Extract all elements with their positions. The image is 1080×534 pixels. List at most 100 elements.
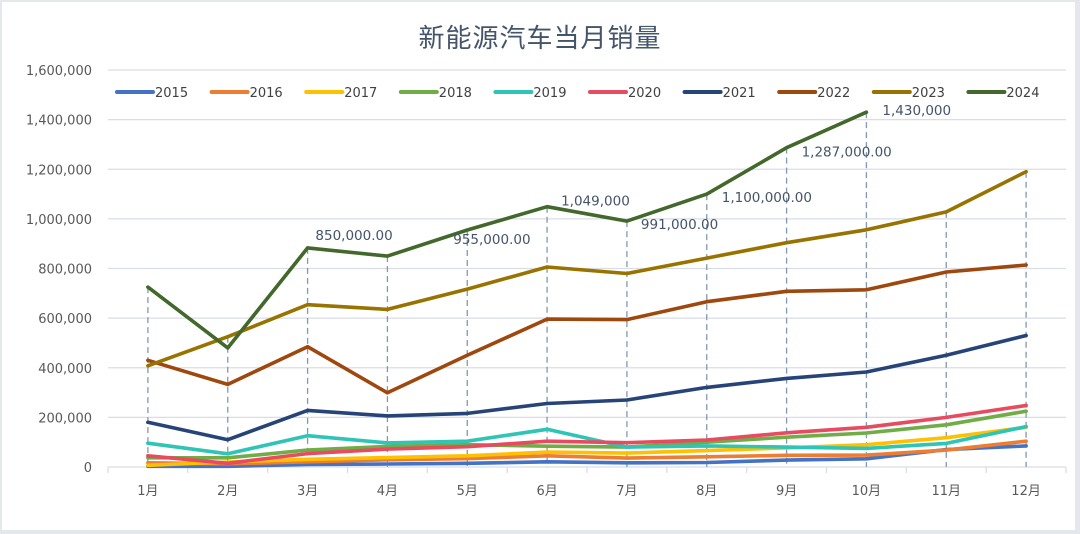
data-point-2020 xyxy=(385,447,390,451)
data-point-2019 xyxy=(146,441,150,445)
data-point-2018 xyxy=(864,431,869,435)
x-tick-label: 1月 xyxy=(137,484,158,499)
data-point-2021 xyxy=(146,420,150,424)
series-line-2020 xyxy=(146,403,1028,466)
y-tick-label: 1,000,000 xyxy=(26,213,92,228)
data-point-2017 xyxy=(864,443,869,447)
data-point-2017 xyxy=(465,454,469,458)
data-point-2019 xyxy=(705,444,709,448)
legend-item-2021: 2021 xyxy=(682,86,756,101)
data-point-2015 xyxy=(385,462,390,466)
data-point-2022 xyxy=(146,358,150,362)
data-point-2022 xyxy=(385,391,390,395)
y-tick-label: 1,600,000 xyxy=(26,64,92,79)
x-tick-label: 3月 xyxy=(297,484,318,499)
data-point-2015 xyxy=(625,461,629,465)
legend-label: 2018 xyxy=(439,86,472,101)
x-tick-label: 12月 xyxy=(1011,484,1041,499)
legend-item-2023: 2023 xyxy=(871,86,945,101)
data-point-2023 xyxy=(784,241,789,245)
x-tick-label: 7月 xyxy=(616,484,637,499)
data-point-2021 xyxy=(625,398,629,402)
y-tick-label: 1,200,000 xyxy=(26,163,92,178)
data-point-2019 xyxy=(864,446,869,450)
legend: 2015 2016 2017 2018 2019 2020 2021 2022 2023 2024 xyxy=(115,86,1039,101)
data-point-2015 xyxy=(784,458,789,462)
data-point-2024 xyxy=(146,285,150,289)
data-point-2022 xyxy=(944,270,948,274)
y-tick-label: 1,400,000 xyxy=(26,114,92,129)
data-point-2024 xyxy=(625,219,629,223)
data-point-2016 xyxy=(625,456,629,460)
y-tick-label: 200,000 xyxy=(38,411,92,426)
data-point-2015 xyxy=(705,460,709,465)
data-point-2018 xyxy=(784,435,789,439)
data-point-2016 xyxy=(784,453,789,457)
data-point-2023 xyxy=(226,335,230,339)
data-point-2016 xyxy=(1024,439,1028,443)
data-point-2021 xyxy=(1024,333,1028,338)
y-tick-label: 600,000 xyxy=(38,312,92,327)
series-line-2024 xyxy=(146,110,869,350)
data-point-2020 xyxy=(944,415,948,419)
data-point-2017 xyxy=(305,457,310,461)
data-point-2019 xyxy=(305,434,310,438)
data-point-2024 xyxy=(226,346,230,350)
data-point-2018 xyxy=(226,456,230,460)
legend-label: 2016 xyxy=(250,86,283,101)
data-point-2018 xyxy=(1024,409,1028,413)
data-point-2017 xyxy=(944,436,948,440)
data-point-2017 xyxy=(146,463,150,467)
data-point-2021 xyxy=(864,370,869,374)
data-label: 1,430,000 xyxy=(882,103,951,119)
data-point-2024 xyxy=(305,246,310,250)
data-point-2021 xyxy=(784,376,789,381)
data-point-2023 xyxy=(465,287,469,291)
data-label: 1,287,000.00 xyxy=(802,145,892,161)
series-line-2019 xyxy=(146,424,1028,456)
data-point-2019 xyxy=(465,439,469,443)
x-tick-label: 5月 xyxy=(457,484,478,499)
data-point-2024 xyxy=(385,254,390,258)
data-point-2024 xyxy=(864,110,869,114)
data-label: 991,000.00 xyxy=(641,217,718,233)
data-point-2020 xyxy=(305,452,310,456)
data-point-2019 xyxy=(1024,424,1028,429)
legend-label: 2020 xyxy=(628,86,661,101)
data-point-2020 xyxy=(864,425,869,429)
data-point-2015 xyxy=(864,457,869,461)
legend-item-2024: 2024 xyxy=(966,86,1039,101)
x-tick-label: 10月 xyxy=(852,484,882,499)
series-line-2016 xyxy=(146,439,1028,466)
series-lines xyxy=(146,110,1028,469)
data-point-2016 xyxy=(545,454,549,458)
y-axis: 0 200,000 400,000 600,000 800,000 1,000,000 1,… xyxy=(26,64,92,476)
data-point-2018 xyxy=(944,423,948,427)
x-tick-label: 4月 xyxy=(377,484,398,499)
series-line-2017 xyxy=(146,425,1028,468)
data-point-2016 xyxy=(944,448,948,452)
data-point-2022 xyxy=(784,289,789,293)
data-point-2015 xyxy=(465,461,469,465)
data-point-2022 xyxy=(545,317,549,321)
data-point-2017 xyxy=(705,449,709,453)
data-point-2021 xyxy=(944,353,948,357)
legend-item-2016: 2016 xyxy=(209,86,283,101)
data-point-2021 xyxy=(545,401,549,406)
data-point-2016 xyxy=(864,453,869,457)
series-line-2018 xyxy=(146,409,1028,460)
data-point-2016 xyxy=(465,456,469,461)
chart-title: 新能源汽车当月销量 xyxy=(418,24,661,54)
legend-label: 2021 xyxy=(723,86,756,101)
data-point-2024 xyxy=(465,228,469,232)
data-point-2022 xyxy=(864,288,869,292)
data-point-2022 xyxy=(625,318,629,322)
data-point-2020 xyxy=(146,454,150,458)
data-point-2018 xyxy=(545,444,549,448)
data-point-2022 xyxy=(226,382,230,386)
data-point-2023 xyxy=(1024,170,1028,174)
data-point-2020 xyxy=(545,439,549,443)
legend-item-2018: 2018 xyxy=(398,86,472,101)
x-tick-label: 6月 xyxy=(536,484,557,499)
